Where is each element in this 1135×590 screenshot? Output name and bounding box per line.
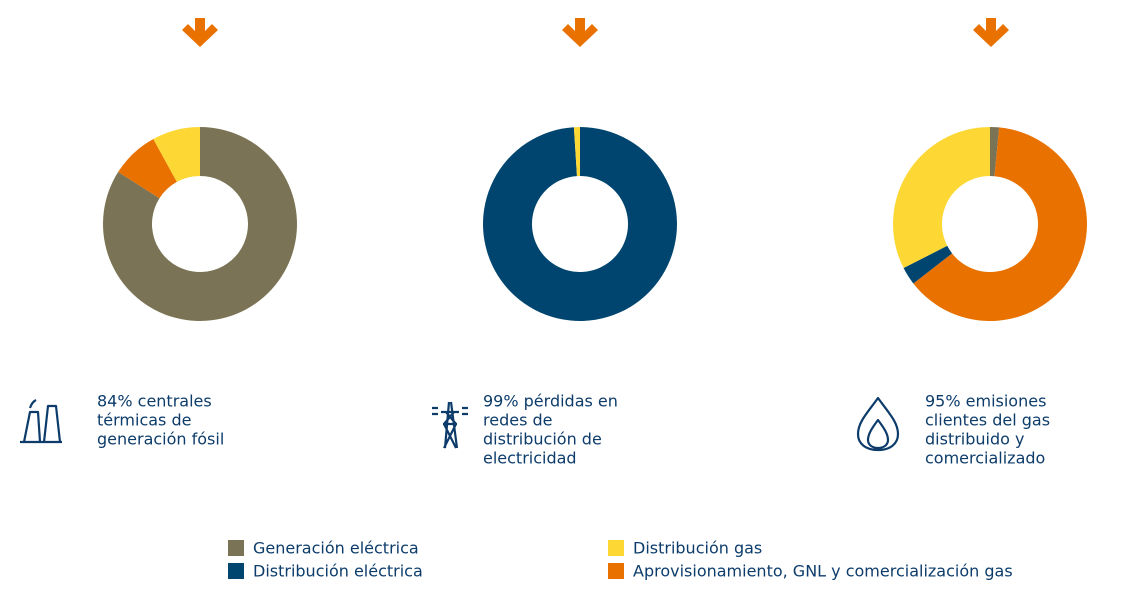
caption-line: electricidad <box>483 449 577 468</box>
legend-swatch <box>608 563 624 579</box>
caption-line: 95% emisiones <box>925 392 1046 411</box>
caption-line: generación fósil <box>97 430 224 449</box>
caption-line: distribuido y <box>925 430 1024 449</box>
legend-label: Distribución gas <box>633 539 762 558</box>
pie-slice <box>903 245 953 284</box>
legend-label: Aprovisionamiento, GNL y comercializació… <box>633 562 1013 581</box>
legend-swatch <box>228 540 244 556</box>
legend-swatch <box>228 563 244 579</box>
pie-slice <box>118 138 177 199</box>
pie-slice <box>102 127 297 322</box>
pie-slice <box>990 127 1000 177</box>
legend-swatch <box>608 540 624 556</box>
legend-label: Generación eléctrica <box>253 539 419 558</box>
arrow <box>182 18 218 47</box>
caption-line: clientes del gas <box>925 411 1050 430</box>
caption-line: 84% centrales <box>97 392 212 411</box>
pie-slice <box>482 127 677 321</box>
pie-slice <box>153 127 200 182</box>
caption-line: 99% pérdidas en <box>483 392 618 411</box>
caption-line: térmicas de <box>97 411 191 430</box>
icon-flame <box>856 396 900 452</box>
icon-power-plant <box>20 399 62 444</box>
caption-line: redes de <box>483 411 553 430</box>
arrow <box>973 18 1009 47</box>
pie-slice <box>913 127 1088 322</box>
icon-pylon <box>432 401 468 449</box>
arrow <box>562 18 598 47</box>
caption-line: comercializado <box>925 449 1045 468</box>
arrows <box>182 18 1009 47</box>
legend-label: Distribución eléctrica <box>253 562 423 581</box>
caption-line: distribución de <box>483 430 602 449</box>
pie-slice <box>892 127 990 269</box>
pie-slice <box>573 127 580 177</box>
